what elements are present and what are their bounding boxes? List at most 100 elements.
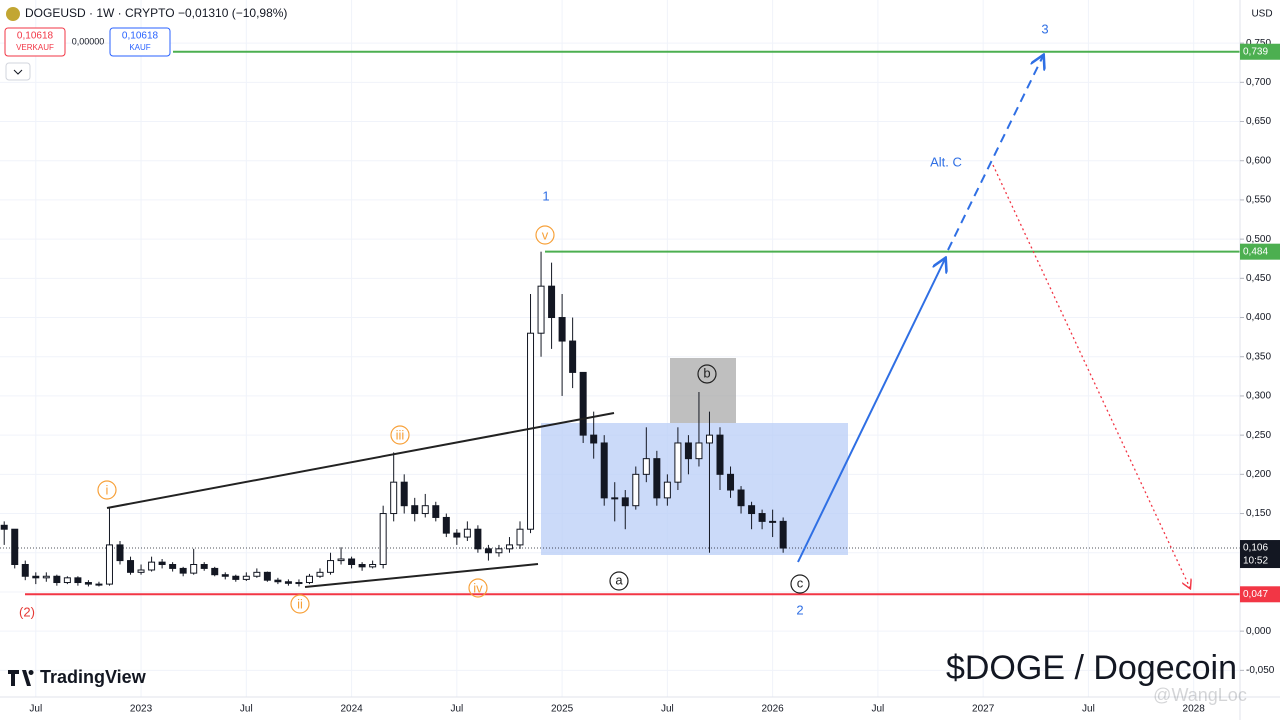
y-tick-label: 0,450 [1246,273,1271,284]
x-tick-label: 2024 [340,704,363,715]
candle-body [663,481,671,499]
candle-body [232,575,240,580]
candle-body [579,371,587,436]
price-level-label: 0,739 [1243,46,1268,57]
price-level-label: 0,047 [1243,589,1268,600]
logo-text: TradingView [40,667,147,687]
candle-body [442,516,450,534]
candle-body [253,571,261,577]
y-tick-label: 0,600 [1246,155,1271,166]
wave-label: (2) [19,604,35,619]
candle-body [221,574,229,577]
x-tick-label: Jul [871,704,884,715]
candle-body [316,571,324,577]
candle-body [716,434,724,475]
lower-trendline [304,563,539,588]
candle-body [84,582,92,585]
x-tick-label: Jul [450,704,463,715]
projection-arrow [797,259,945,563]
x-tick-label: Jul [661,704,674,715]
candle-body [432,505,440,518]
watermark: @WangLoc [1153,685,1247,705]
sell-button[interactable] [4,27,66,57]
candle-body [516,528,524,546]
candle-body [779,520,787,549]
candle-body [558,317,566,342]
x-tick-label: 2028 [1183,704,1206,715]
candle-body [390,481,398,515]
candle-body [590,434,598,444]
candle-body [569,340,577,373]
candle-body [295,582,303,585]
wave-label: 2 [796,602,803,617]
candle-body [0,524,8,530]
countdown: 10:52 [1243,556,1268,567]
candle-body [148,561,156,571]
candle-body [484,548,492,554]
projection-dashed [947,56,1043,251]
candle-body [758,513,766,522]
candle-body [463,528,471,538]
x-tick-label: 2023 [130,704,153,715]
collapse-button[interactable] [5,62,31,81]
candle-body [621,497,629,507]
y-tick-label: 0,500 [1246,234,1271,245]
candle-body [369,563,377,568]
candle-body [769,520,777,523]
x-tick-label: 2025 [551,704,574,715]
y-tick-label: 0,650 [1246,116,1271,127]
candle-body [505,544,513,550]
candle-body [179,567,187,574]
candle-body [642,458,650,475]
wave-label: Alt. C [930,154,962,169]
y-tick-label: 0,550 [1246,195,1271,206]
buy-label: KAUF [129,43,150,52]
candle-body [263,571,271,581]
y-tick-label: 0,250 [1246,430,1271,441]
logo-icon [8,670,34,686]
candle-body [127,560,135,573]
candle-body [95,583,103,586]
candle-body [684,442,692,460]
candle-body [32,575,40,579]
y-tick-label: 0,350 [1246,351,1271,362]
candle-body [748,505,756,515]
y-tick-label: 0,700 [1246,77,1271,88]
candle-body [21,563,29,577]
candle-body [474,528,482,550]
candle-body [337,558,345,562]
candle-body [453,532,461,538]
price-level-tag [1240,243,1280,260]
y-tick-label: 0,400 [1246,312,1271,323]
symbol-icon [6,7,20,21]
axes: 0,750 0,700 0,650 0,600 0,550 0,500 0,450 0,400… [29,38,1280,715]
upper-trendline [106,412,615,509]
grid [0,0,1240,697]
candle-body [348,558,356,565]
candle-body [400,481,408,507]
candle-body [274,579,282,583]
sell-label: VERKAUF [16,43,54,52]
candle-body [548,285,556,319]
buy-button[interactable] [109,27,171,57]
candle-body [158,561,166,565]
candle-body [632,473,640,507]
candle-body [421,505,429,515]
price-level-label: 0,484 [1243,246,1268,257]
x-tick-label: 2026 [762,704,785,715]
y-tick-label: 0,750 [1246,38,1271,49]
wave-label: a [615,572,623,587]
symbol: DOGEUSD · 1W · CRYPTO [25,6,175,20]
levels [0,50,1240,596]
change: −0,01310 (−10,98%) [178,6,287,20]
wave-label: v [542,227,549,242]
candle-body [11,528,19,565]
wave-label: iv [473,580,483,595]
candle-body [358,563,366,568]
candle-body [495,548,503,554]
candle-body [611,497,619,500]
last-price-tag [1240,540,1280,569]
buy-price: 0,10618 [122,31,159,42]
sell-price: 0,10618 [17,31,54,42]
last-price-label: 0,106 [1243,543,1268,554]
